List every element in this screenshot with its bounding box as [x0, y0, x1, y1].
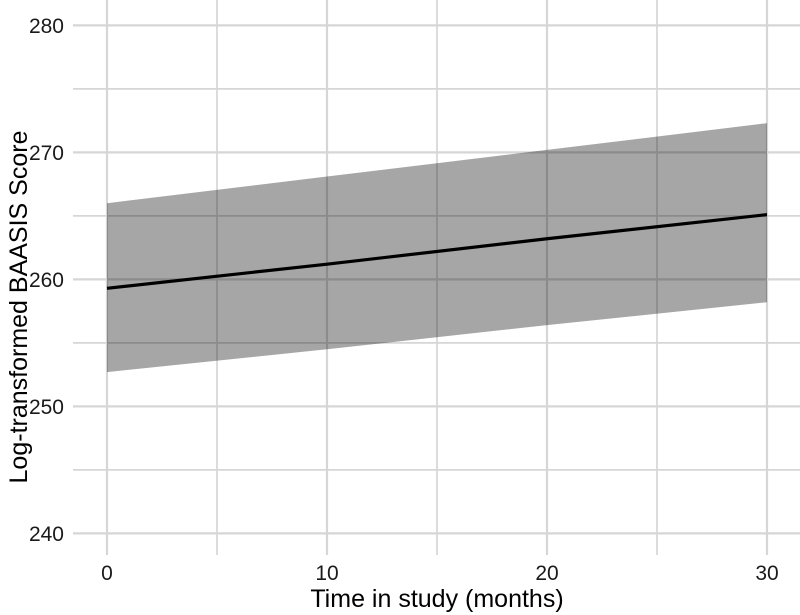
y-tick-label: 280: [29, 15, 64, 38]
y-tick-label: 270: [29, 142, 64, 165]
y-axis-title: Log-transformed BAASIS Score: [5, 131, 33, 484]
x-tick-label: 0: [101, 562, 113, 585]
x-tick-label: 20: [535, 562, 558, 585]
x-tick-label: 30: [755, 562, 778, 585]
y-tick-label: 260: [29, 269, 64, 292]
x-axis-tick-labels: 0 10 20 30: [101, 562, 779, 585]
x-tick-label: 10: [315, 562, 338, 585]
confidence-band: [107, 123, 767, 373]
y-tick-label: 240: [29, 523, 64, 546]
y-tick-label: 250: [29, 396, 64, 419]
y-axis-tick-labels: 240 250 260 270 280: [29, 15, 64, 546]
x-axis-title: Time in study (months): [310, 585, 563, 613]
fitted-line: [106, 213, 768, 290]
gridlines: [73, 0, 800, 555]
